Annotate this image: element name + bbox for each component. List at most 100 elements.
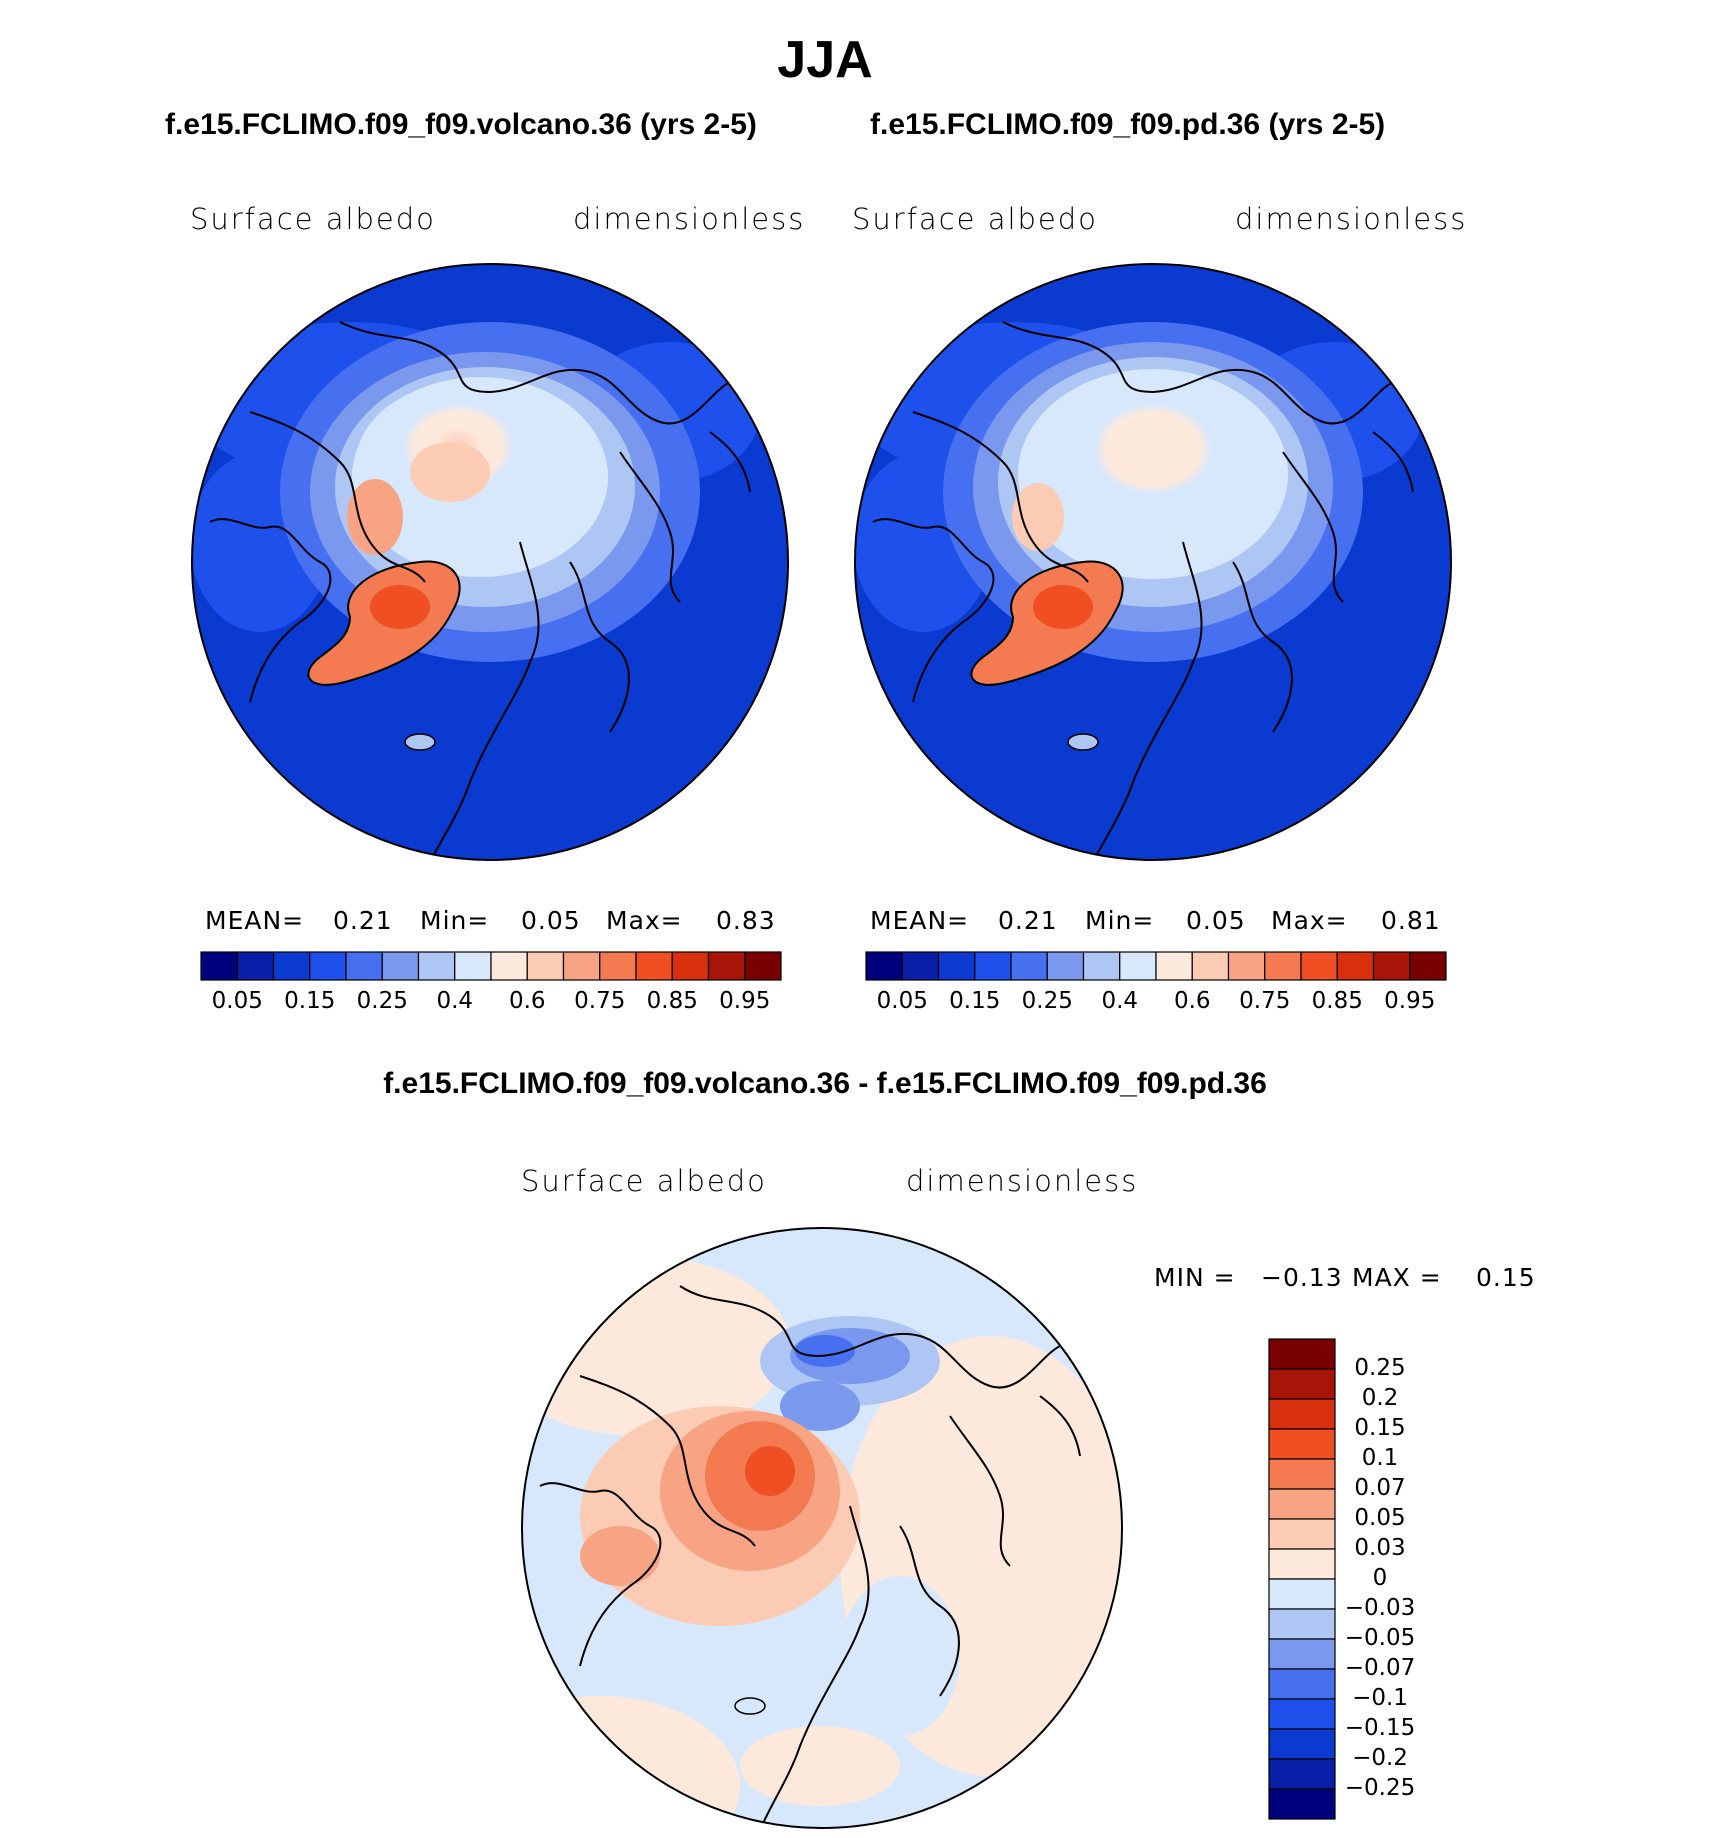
panel-right-colorbar bbox=[865, 951, 1447, 981]
colorbar-box bbox=[901, 951, 940, 981]
difference-colorbar bbox=[1268, 1338, 1336, 1820]
colorbar-box bbox=[1409, 951, 1447, 981]
colorbar-tick-label: 0.25 bbox=[1021, 988, 1073, 1014]
panel-right-units-label: dimensionless bbox=[1235, 202, 1468, 236]
colorbar-box bbox=[1191, 951, 1230, 981]
colorbar-tick-label: 0.95 bbox=[1384, 988, 1436, 1014]
colorbar-box bbox=[272, 951, 311, 981]
colorbar-tick-label: 0.4 bbox=[1101, 988, 1139, 1014]
difference-title: f.e15.FCLIMO.f09_f09.volcano.36 - f.e15.… bbox=[383, 1067, 1267, 1100]
difference-colorbar-ticks: 0.25 0.2 0.15 0.1 0.07 0.05 0.03 0 −0.03 −0.05 −0.… bbox=[1342, 1338, 1422, 1820]
panel-left-colorbar-ticks: 0.05 0.15 0.25 0.4 0.6 0.75 0.85 0.95 bbox=[200, 988, 782, 1018]
panel-right-polar-map bbox=[854, 263, 1452, 861]
colorbar-tick-label: 0.03 bbox=[1354, 1535, 1406, 1561]
colorbar-tick-label: 0.07 bbox=[1354, 1475, 1406, 1501]
colorbar-box bbox=[1119, 951, 1157, 981]
colorbar-tick-label: 0.75 bbox=[574, 988, 626, 1014]
colorbar-box bbox=[200, 951, 238, 981]
colorbar-box bbox=[1268, 1428, 1336, 1460]
panel-right-mean-value: 0.21 bbox=[998, 906, 1058, 935]
colorbar-box bbox=[1268, 1488, 1336, 1520]
colorbar-box bbox=[309, 951, 347, 981]
colorbar-tick-label: 0.05 bbox=[876, 988, 928, 1014]
colorbar-tick-label: −0.2 bbox=[1352, 1745, 1408, 1771]
figure-title: JJA bbox=[777, 31, 873, 89]
colorbar-tick-label: 0.2 bbox=[1361, 1385, 1399, 1411]
colorbar-box bbox=[865, 951, 903, 981]
colorbar-tick-label: 0.85 bbox=[646, 988, 698, 1014]
colorbar-box bbox=[1268, 1398, 1336, 1430]
colorbar-box bbox=[937, 951, 976, 981]
difference-polar-map bbox=[521, 1227, 1123, 1829]
difference-min-label: MIN = bbox=[1154, 1263, 1236, 1292]
colorbar-box bbox=[744, 951, 782, 981]
colorbar-box bbox=[1268, 1608, 1336, 1640]
panel-right-colorbar-ticks: 0.05 0.15 0.25 0.4 0.6 0.75 0.85 0.95 bbox=[865, 988, 1447, 1018]
colorbar-tick-label: 0.15 bbox=[1354, 1415, 1406, 1441]
panel-left-colorbar bbox=[200, 951, 782, 981]
panel-left-mean-label: MEAN= bbox=[205, 906, 305, 935]
colorbar-box bbox=[1372, 951, 1411, 981]
colorbar-box bbox=[381, 951, 420, 981]
difference-max-value: 0.15 bbox=[1476, 1263, 1536, 1292]
colorbar-tick-label: 0.6 bbox=[1173, 988, 1211, 1014]
colorbar-box bbox=[1268, 1728, 1336, 1760]
panel-right-max-label: Max= bbox=[1271, 906, 1348, 935]
colorbar-box bbox=[1268, 1638, 1336, 1670]
panel-left-polar-map bbox=[191, 263, 789, 861]
panel-left-max-value: 0.83 bbox=[716, 906, 776, 935]
colorbar-box bbox=[1300, 951, 1338, 981]
colorbar-box bbox=[1155, 951, 1193, 981]
panel-left-max-label: Max= bbox=[606, 906, 683, 935]
colorbar-box bbox=[635, 951, 673, 981]
colorbar-box bbox=[454, 951, 492, 981]
colorbar-tick-label: 0.25 bbox=[356, 988, 408, 1014]
colorbar-tick-label: 0.1 bbox=[1361, 1445, 1399, 1471]
colorbar-box bbox=[1268, 1788, 1336, 1820]
colorbar-box bbox=[599, 951, 637, 981]
colorbar-box bbox=[345, 951, 383, 981]
panel-right-min-value: 0.05 bbox=[1186, 906, 1246, 935]
colorbar-box bbox=[1268, 1458, 1336, 1490]
panel-left-min-label: Min= bbox=[420, 906, 490, 935]
colorbar-box bbox=[236, 951, 275, 981]
panel-right-min-label: Min= bbox=[1085, 906, 1155, 935]
colorbar-tick-label: −0.15 bbox=[1344, 1715, 1416, 1741]
colorbar-box bbox=[1336, 951, 1375, 981]
colorbar-box bbox=[1046, 951, 1085, 981]
colorbar-tick-label: 0.85 bbox=[1311, 988, 1363, 1014]
colorbar-tick-label: 0.15 bbox=[949, 988, 1001, 1014]
colorbar-tick-label: 0.25 bbox=[1354, 1355, 1406, 1381]
colorbar-box bbox=[1264, 951, 1302, 981]
colorbar-tick-label: 0.15 bbox=[284, 988, 336, 1014]
colorbar-box bbox=[707, 951, 746, 981]
colorbar-box bbox=[1268, 1518, 1336, 1550]
colorbar-box bbox=[1268, 1368, 1336, 1400]
colorbar-box bbox=[1227, 951, 1266, 981]
panel-right-mean-label: MEAN= bbox=[870, 906, 970, 935]
difference-min-value: −0.13 bbox=[1261, 1263, 1343, 1292]
colorbar-box bbox=[1082, 951, 1121, 981]
colorbar-tick-label: 0.95 bbox=[719, 988, 771, 1014]
colorbar-box bbox=[974, 951, 1012, 981]
colorbar-box bbox=[671, 951, 710, 981]
colorbar-tick-label: −0.1 bbox=[1352, 1685, 1408, 1711]
panel-right-max-value: 0.81 bbox=[1381, 906, 1441, 935]
panel-left-case-title: f.e15.FCLIMO.f09_f09.volcano.36 (yrs 2-5… bbox=[165, 108, 757, 141]
panel-left-min-value: 0.05 bbox=[521, 906, 581, 935]
colorbar-box bbox=[562, 951, 601, 981]
panel-right-variable-label: Surface albedo bbox=[852, 202, 1098, 236]
colorbar-box bbox=[1268, 1578, 1336, 1610]
colorbar-tick-label: 0.4 bbox=[436, 988, 474, 1014]
colorbar-box bbox=[1268, 1548, 1336, 1580]
colorbar-box bbox=[1268, 1698, 1336, 1730]
colorbar-tick-label: 0.6 bbox=[508, 988, 546, 1014]
colorbar-tick-label: −0.07 bbox=[1344, 1655, 1416, 1681]
panel-left-variable-label: Surface albedo bbox=[190, 202, 436, 236]
colorbar-tick-label: 0.05 bbox=[211, 988, 263, 1014]
colorbar-tick-label: −0.03 bbox=[1344, 1595, 1416, 1621]
difference-variable-label: Surface albedo bbox=[521, 1164, 767, 1198]
colorbar-tick-label: 0.75 bbox=[1239, 988, 1291, 1014]
panel-left-mean-value: 0.21 bbox=[333, 906, 393, 935]
colorbar-box bbox=[1268, 1338, 1336, 1370]
